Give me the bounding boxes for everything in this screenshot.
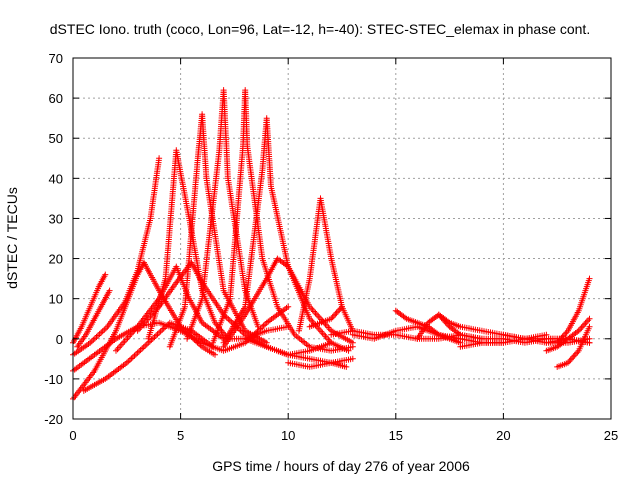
data-point <box>579 323 586 330</box>
series-arc-6 <box>80 319 216 394</box>
grid-layer <box>73 58 611 419</box>
series-arc-16 <box>296 195 345 334</box>
x-tick-label: 25 <box>604 428 618 443</box>
series-arc-1 <box>70 271 109 346</box>
data-point <box>255 323 262 330</box>
data-point <box>137 347 144 353</box>
data-point <box>159 326 166 333</box>
tick-labels-layer: 0 5 10 15 20 25 -20 -10 0 10 20 30 40 50 60 70 <box>44 51 618 443</box>
series-arc-2 <box>74 287 113 350</box>
series-arc-11 <box>184 87 262 342</box>
x-tick-label: 20 <box>496 428 510 443</box>
data-point <box>578 324 585 331</box>
data-point <box>226 317 233 324</box>
y-tick-label: 30 <box>49 211 63 226</box>
series-arc-10 <box>166 111 270 350</box>
x-tick-label: 10 <box>281 428 295 443</box>
data-point <box>212 351 218 358</box>
data-point <box>106 287 113 294</box>
data-point <box>125 358 132 365</box>
data-point <box>581 321 588 328</box>
series-arc-12 <box>209 87 356 354</box>
data-point <box>349 339 356 346</box>
y-tick-label: 0 <box>56 332 63 347</box>
y-tick-label: -20 <box>44 412 63 427</box>
data-point <box>136 348 143 355</box>
x-tick-label: 15 <box>389 428 403 443</box>
data-point <box>585 317 592 324</box>
y-tick-label: -10 <box>44 372 63 387</box>
y-tick-label: 60 <box>49 91 63 106</box>
series-arc-9 <box>145 147 231 342</box>
data-point <box>345 347 352 354</box>
data-point <box>571 352 578 359</box>
x-tick-label: 0 <box>69 428 76 443</box>
data-point <box>260 322 267 329</box>
data-point <box>330 312 337 319</box>
data-point <box>586 315 593 322</box>
y-axis-label: dSTEC / TECUs <box>4 187 20 289</box>
y-tick-label: 20 <box>49 252 63 267</box>
data-points-layer <box>70 87 593 402</box>
y-tick-label: 70 <box>49 51 63 66</box>
data-point <box>573 350 579 357</box>
data-point <box>582 320 589 327</box>
x-axis-label: GPS time / hours of day 276 of year 2006 <box>212 458 470 474</box>
x-tick-label: 5 <box>177 428 184 443</box>
y-tick-label: 40 <box>49 171 63 186</box>
data-point <box>102 271 109 278</box>
data-point <box>157 328 164 335</box>
data-point <box>332 311 339 318</box>
data-point <box>343 363 350 370</box>
y-tick-label: 50 <box>49 131 63 146</box>
data-point <box>160 325 167 332</box>
data-point <box>128 355 135 362</box>
series-arc-13 <box>220 115 352 354</box>
data-point <box>139 345 146 352</box>
data-point <box>153 332 159 339</box>
series-arc-5 <box>70 259 218 402</box>
chart-title: dSTEC Iono. truth (coco, Lon=96, Lat=-12… <box>50 21 590 37</box>
data-point <box>333 309 340 316</box>
data-point <box>156 155 163 162</box>
data-point <box>285 303 292 310</box>
y-tick-label: 10 <box>49 292 63 307</box>
data-point <box>113 347 119 354</box>
data-point <box>140 344 147 351</box>
data-point <box>583 318 590 325</box>
data-point <box>569 355 575 362</box>
